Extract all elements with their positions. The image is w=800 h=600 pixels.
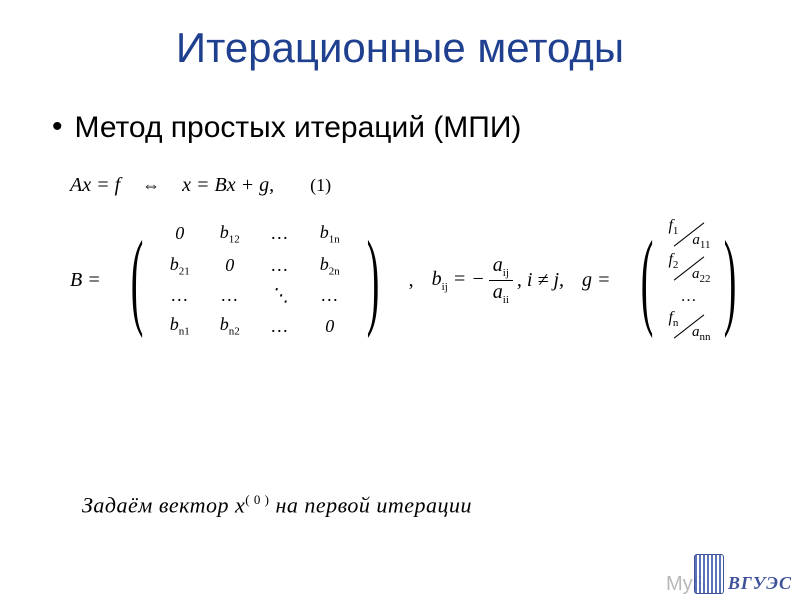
g-label: g = [582, 269, 611, 292]
bullet-text: Метод простых итераций (МПИ) [75, 110, 522, 146]
bij-prefix: bij = − [432, 268, 485, 293]
bullet-item: • Метод простых итераций (МПИ) [52, 110, 800, 146]
bij-fraction: aij aii [489, 254, 513, 305]
bij-numerator: aij [489, 254, 513, 280]
g-vector-body: f1a11f2a22…fnann [664, 215, 712, 345]
watermark-logo-icon [694, 554, 724, 594]
equation-row-2: B = ( 0b12…b1nb210…b2n……⋱…bn1bn2…0 ) , b… [70, 215, 800, 345]
g-vector: ( f1a11f2a22…fnann ) [629, 215, 749, 345]
footer-x: x [235, 492, 245, 517]
bij-condition: , i ≠ j, [517, 269, 564, 292]
bij-formula: bij = − aij aii , i ≠ j, [432, 254, 564, 305]
left-paren-icon: ( [130, 235, 143, 325]
watermark: ВГУЭС [694, 554, 792, 594]
bij-denominator: aii [489, 281, 513, 306]
footer-sentence: Задаём вектор x( 0 ) на первой итерации [82, 492, 472, 518]
slide-title: Итерационные методы [0, 0, 800, 72]
matrix-B-body: 0b12…b1nb210…b2n……⋱…bn1bn2…0 [155, 218, 355, 342]
watermark-text: ВГУЭС [728, 573, 792, 594]
matrix-B: ( 0b12…b1nb210…b2n……⋱…bn1bn2…0 ) [119, 218, 391, 342]
bullet-marker: • [52, 110, 63, 144]
footer-superscript: ( 0 ) [245, 492, 269, 507]
equation-line-1: Ax = f ⇔ x = Bx + g, (1) [70, 174, 800, 197]
footer-post: на первой итерации [269, 492, 472, 517]
matrix-B-label: B = [70, 269, 101, 292]
matrix-B-comma: , [409, 269, 414, 292]
right-paren-icon: ) [724, 235, 737, 325]
eq1-lhs: Ax = f [70, 174, 120, 197]
right-paren-icon: ) [366, 235, 379, 325]
eq1-number: (1) [310, 175, 331, 196]
eq1-rhs: x = Bx + g, [182, 174, 274, 197]
iff-arrow-icon: ⇔ [142, 175, 160, 196]
footer-pre: Задаём вектор [82, 492, 235, 517]
left-paren-icon: ( [640, 235, 653, 325]
